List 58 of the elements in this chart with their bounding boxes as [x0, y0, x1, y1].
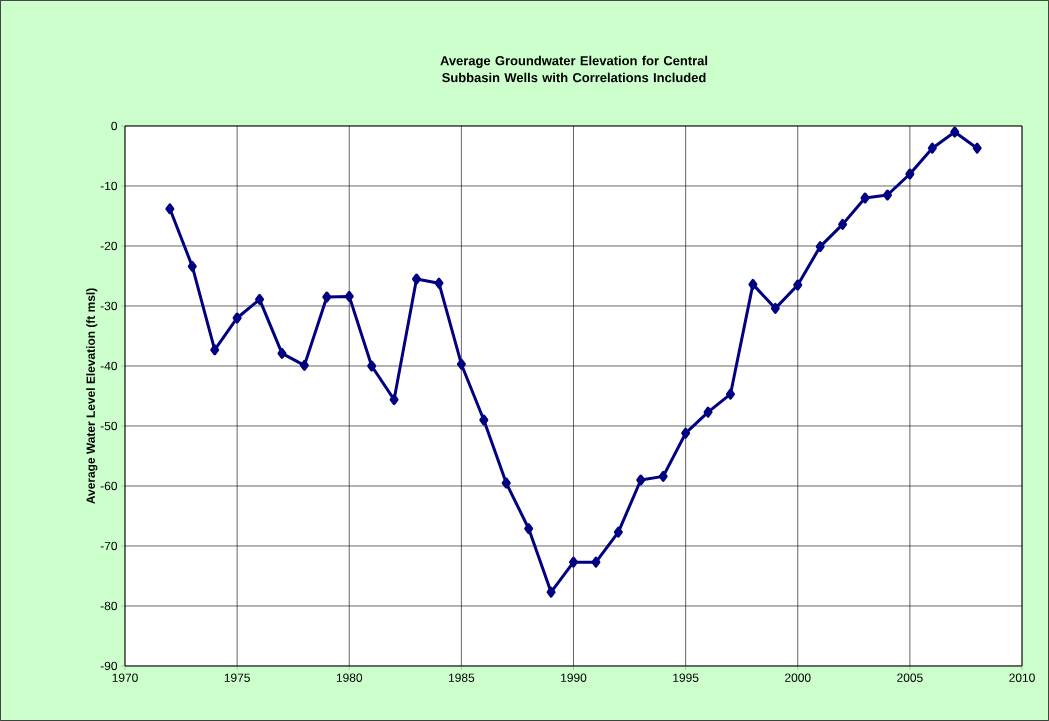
point — [725, 388, 735, 400]
y-tick-label: -90 — [100, 661, 118, 671]
point — [905, 168, 915, 180]
y-tick-label: -80 — [100, 601, 118, 611]
point — [927, 142, 937, 154]
point — [748, 278, 758, 290]
point — [613, 526, 623, 538]
point — [255, 293, 265, 305]
x-tick-label: 1975 — [224, 673, 250, 682]
y-tick-label: -40 — [100, 361, 118, 371]
point — [860, 192, 870, 204]
point — [524, 523, 534, 535]
point — [882, 189, 892, 201]
point — [569, 556, 579, 568]
point — [389, 394, 399, 406]
point — [658, 470, 668, 482]
x-tick-label: 1985 — [448, 673, 475, 682]
point — [412, 273, 422, 285]
point — [322, 291, 332, 303]
point — [681, 427, 691, 439]
chart-title: Average Groundwater Elevation for Central Subbasin Wells with Correlations Included — [440, 55, 708, 83]
x-tick-label: 1990 — [561, 673, 587, 682]
x-tick-label: 2010 — [1009, 673, 1035, 682]
x-tick-label: 1995 — [673, 673, 699, 682]
point — [501, 477, 511, 489]
point — [972, 142, 982, 154]
point — [232, 312, 242, 324]
point — [187, 260, 197, 272]
x-tick-label: 2005 — [897, 673, 923, 682]
point — [344, 290, 354, 302]
point — [546, 586, 556, 598]
point — [793, 279, 803, 291]
point — [456, 358, 466, 370]
x-tick-label: 2000 — [785, 673, 811, 682]
y-tick-label: -20 — [100, 241, 118, 251]
point — [591, 556, 601, 568]
point — [434, 277, 444, 289]
point — [479, 414, 489, 426]
point — [210, 344, 220, 356]
point — [950, 126, 960, 138]
x-tick-label: 1980 — [336, 673, 363, 682]
y-tick-label: -10 — [100, 181, 118, 191]
point — [815, 241, 825, 253]
y-tick-label: -60 — [100, 481, 118, 491]
y-axis-title: Average Water Level Elevation (ft msl) — [86, 288, 98, 504]
y-tick-label: 0 — [111, 121, 118, 131]
point — [277, 347, 287, 359]
point — [367, 360, 377, 372]
point — [838, 218, 848, 230]
point — [299, 359, 309, 371]
y-tick-label: -50 — [100, 421, 118, 431]
y-tick-label: -70 — [100, 541, 118, 551]
point — [770, 302, 780, 314]
x-tick-label: 1970 — [112, 673, 138, 682]
point — [703, 406, 713, 418]
point — [636, 474, 646, 486]
point — [165, 203, 175, 215]
y-tick-label: -30 — [100, 301, 118, 311]
